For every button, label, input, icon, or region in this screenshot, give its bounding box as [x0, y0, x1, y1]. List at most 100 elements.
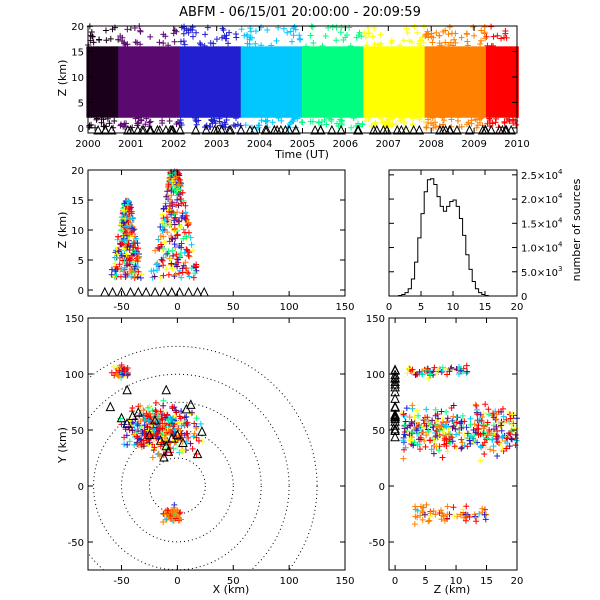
time-height-source — [347, 42, 354, 49]
z-y-source — [409, 402, 416, 409]
x-z-source — [130, 244, 137, 251]
plan-view-station — [197, 426, 207, 436]
x-z-source — [164, 188, 171, 195]
z-y-source — [489, 436, 496, 443]
time-height-source-band — [93, 46, 97, 118]
x-z-source — [186, 273, 193, 280]
z-y-source — [425, 518, 432, 525]
time-height-source-band — [149, 46, 154, 118]
z-y-source — [402, 418, 409, 425]
z-y-source — [508, 428, 515, 435]
time-height-source-band — [329, 46, 333, 118]
z-y-source — [426, 517, 433, 524]
z-y-source — [436, 423, 443, 430]
time-height-source — [181, 41, 188, 48]
plan-view-axes: -50 0 50 100 150 -50 0 50 100 150 — [65, 314, 355, 587]
time-height-source-band — [202, 46, 206, 118]
x-z-source — [128, 210, 135, 217]
time-height-station — [154, 124, 165, 135]
time-height-source-band — [104, 46, 108, 118]
x-z-source — [173, 190, 180, 197]
time-height-source-band — [90, 46, 95, 118]
x-z-frame — [87, 169, 346, 297]
time-height-station — [336, 124, 346, 135]
time-height-source-band — [279, 46, 283, 118]
time-height-source — [117, 122, 124, 129]
time-height-source — [458, 34, 465, 41]
x-z-source — [159, 218, 166, 225]
time-height-source-band — [379, 46, 383, 118]
time-height-source — [220, 26, 227, 33]
time-height-source — [121, 120, 128, 127]
histogram-bar — [431, 179, 434, 296]
time-height-source — [177, 116, 184, 123]
time-height-source — [433, 29, 440, 36]
histogram-ytick-label: 1.0×104 — [521, 241, 563, 255]
time-height-source-band — [470, 46, 474, 118]
time-height-xtick-label: 2001 — [118, 139, 143, 150]
time-height-source — [124, 26, 131, 33]
time-height-source-band — [95, 46, 99, 118]
z-y-source — [499, 434, 506, 441]
z-y-source — [400, 455, 407, 462]
x-z-source — [179, 212, 186, 219]
time-height-source-band — [218, 46, 222, 118]
time-height-source — [160, 40, 167, 47]
plan-view-xtick-label: 50 — [227, 576, 240, 587]
z-y-source — [435, 366, 442, 373]
plan-view-source — [133, 420, 140, 427]
time-height-source — [350, 115, 357, 122]
time-height-source-band — [392, 46, 397, 118]
time-height-source-band — [238, 46, 242, 118]
time-height-source-band — [497, 46, 501, 118]
x-z-source — [114, 254, 121, 261]
time-height-source — [414, 29, 421, 36]
z-y-source — [456, 429, 463, 436]
range-ring — [121, 429, 234, 543]
plan-view-source — [184, 419, 191, 426]
time-height-source-band — [267, 46, 272, 118]
time-height-source — [284, 29, 291, 36]
plan-view-source — [161, 511, 168, 518]
plan-view-source — [174, 425, 181, 432]
time-height-source — [171, 27, 178, 34]
plan-view-source — [137, 436, 144, 443]
plan-view-source — [195, 437, 202, 444]
time-height-station — [225, 124, 236, 135]
z-y-source — [411, 439, 418, 446]
time-height-source-band — [488, 46, 492, 118]
x-z-source — [116, 261, 123, 268]
time-height-source — [258, 24, 265, 31]
z-y-source — [453, 444, 460, 451]
x-z-source — [174, 232, 181, 239]
time-height-station — [310, 124, 320, 135]
time-height-source-band — [456, 46, 460, 118]
time-height-source — [89, 33, 96, 40]
time-height-source-band — [340, 46, 345, 118]
histogram-ytick-exponent: 4 — [558, 241, 563, 249]
z-y-source — [432, 412, 439, 419]
time-height-source — [454, 117, 461, 124]
x-z-source — [128, 273, 135, 280]
time-height-source-band — [408, 46, 413, 118]
time-height-station — [401, 124, 411, 135]
time-height-ytick-label: 10 — [71, 73, 84, 84]
plan-view-xtick-label: -50 — [113, 576, 129, 587]
time-height-station — [414, 124, 425, 135]
z-y-source — [482, 401, 489, 408]
time-height-source-band — [106, 46, 111, 118]
z-y-ytick-label: 100 — [366, 370, 385, 381]
time-height-source — [433, 123, 440, 130]
x-z-source — [182, 209, 189, 216]
plan-view-source — [152, 399, 159, 406]
x-z-source — [115, 233, 122, 240]
time-height-ylabel: Z (km) — [56, 60, 69, 97]
plan-view-source — [155, 425, 162, 432]
x-z-source — [115, 248, 122, 255]
time-height-source — [493, 115, 500, 122]
z-y-source — [446, 368, 453, 375]
x-z-source — [118, 241, 125, 248]
time-height-source — [216, 118, 223, 125]
time-height-source-band — [286, 46, 290, 118]
x-z-source — [178, 200, 185, 207]
